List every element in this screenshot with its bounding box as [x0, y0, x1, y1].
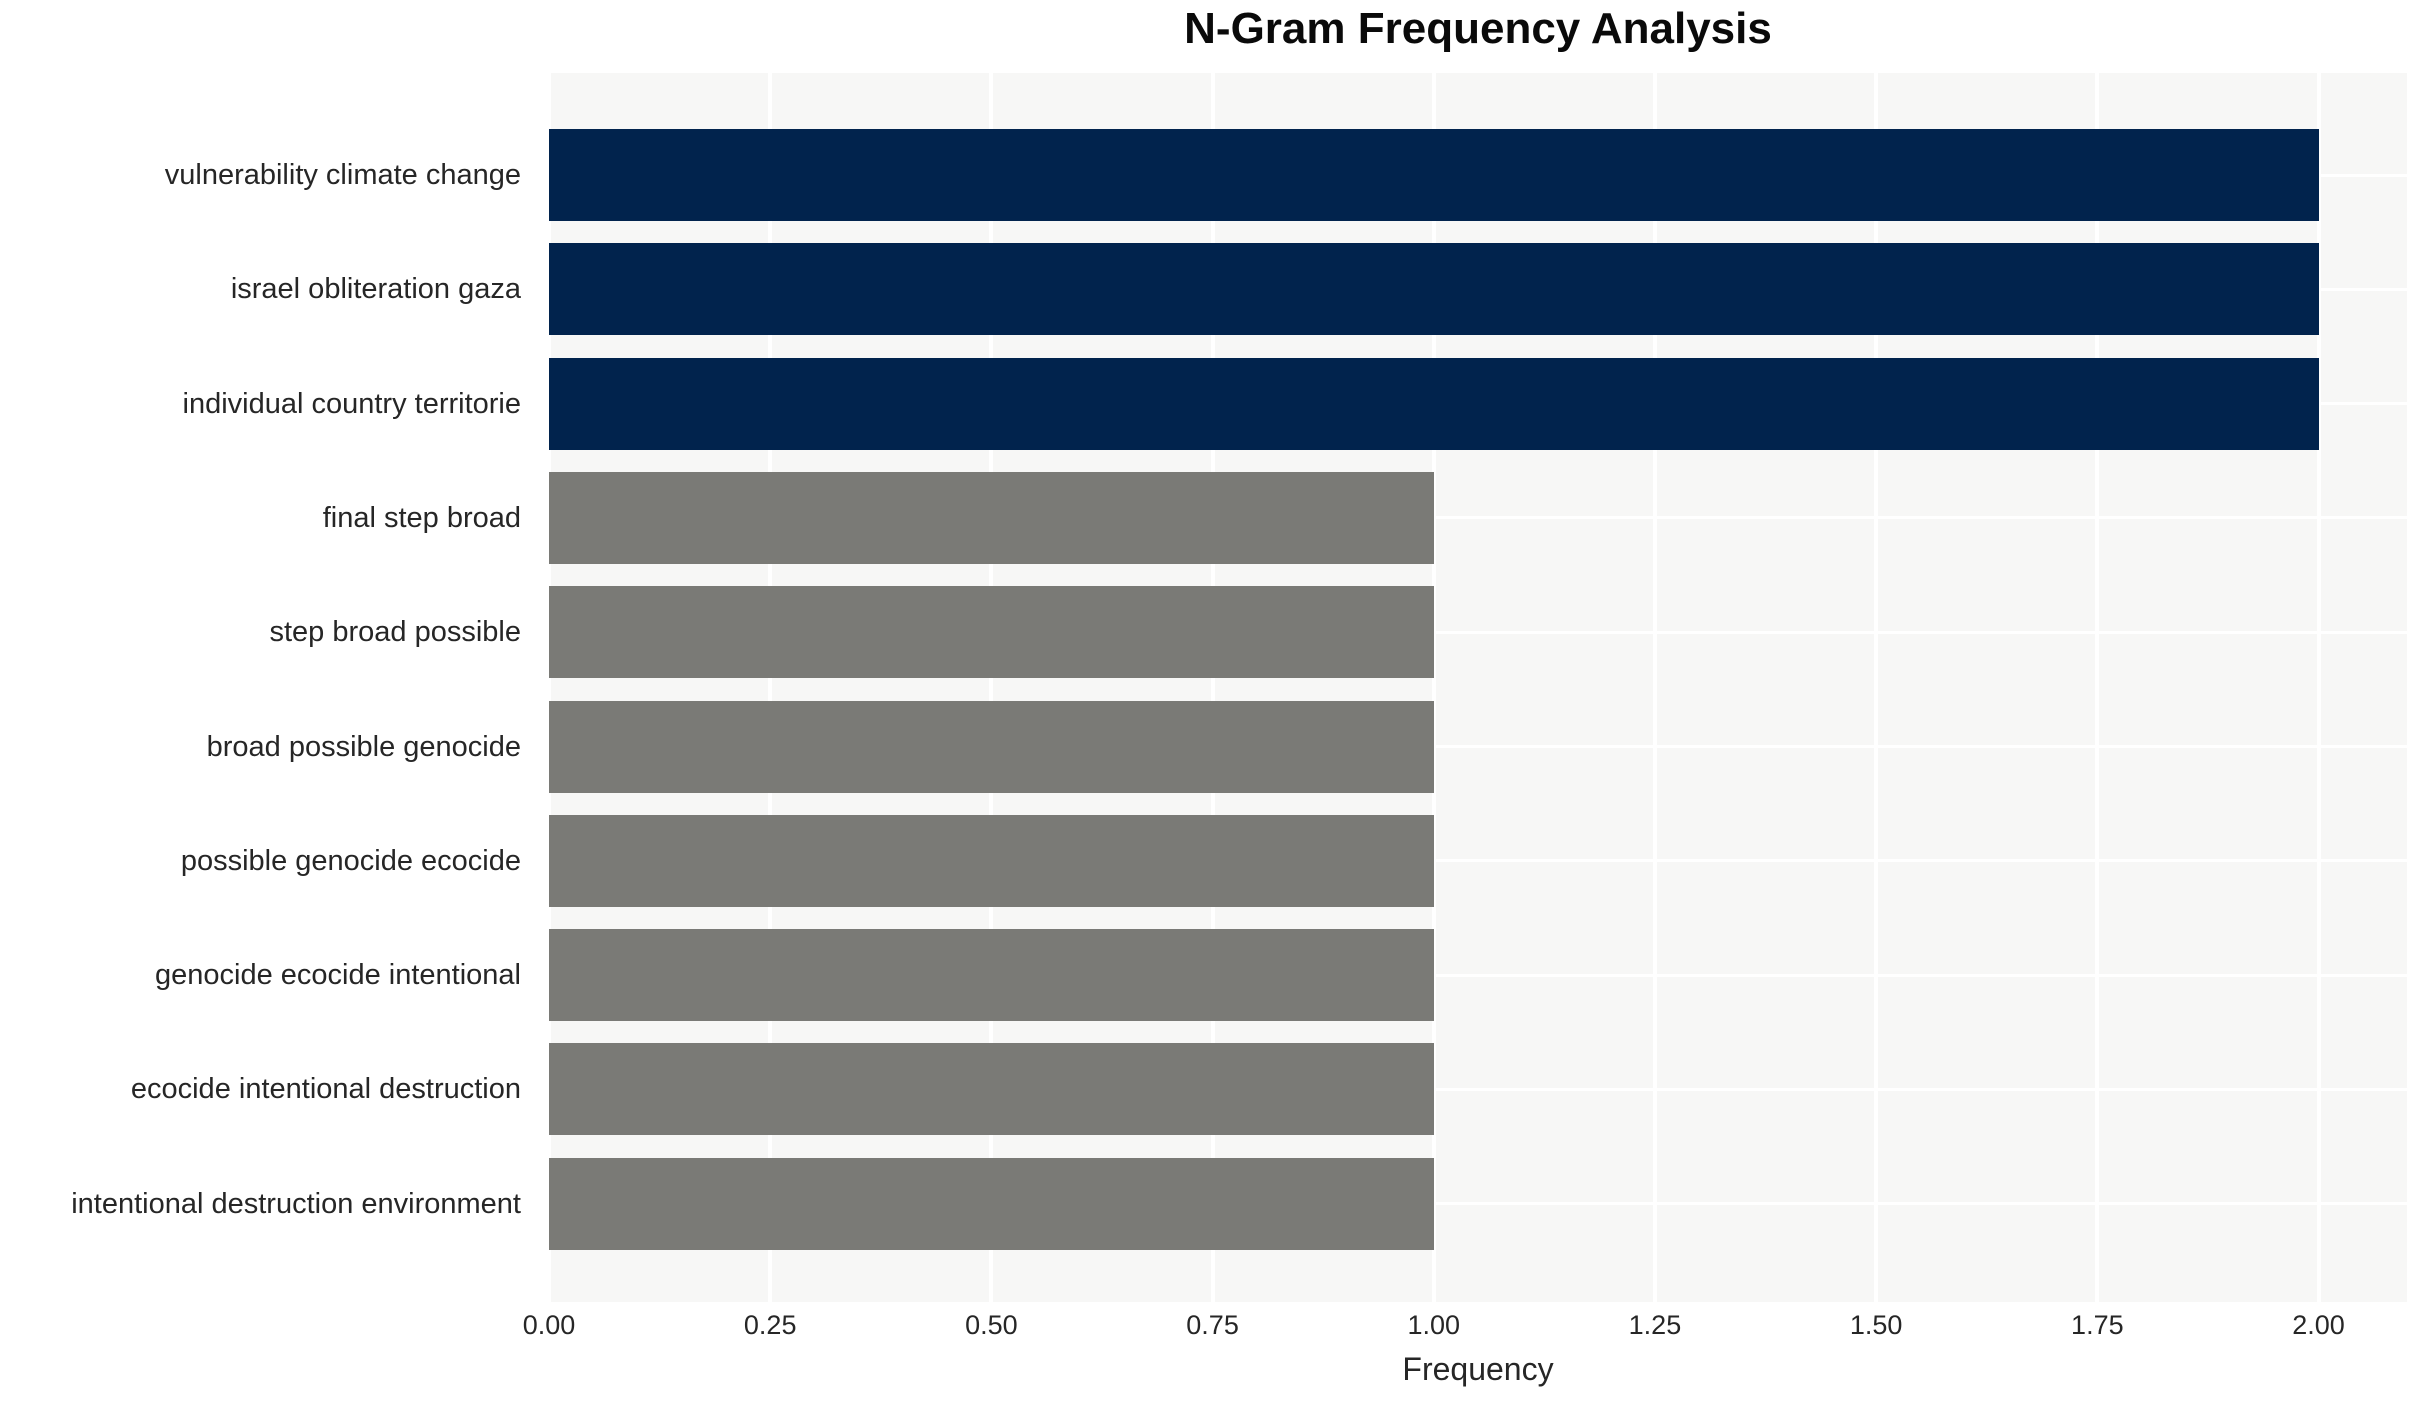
gridline-vertical [547, 73, 551, 1302]
gridline-vertical [989, 73, 994, 1302]
bar-individual-country-territorie [549, 357, 2319, 450]
gridline-vertical [768, 73, 773, 1302]
gridline-horizontal [549, 859, 2407, 863]
gridline-vertical [2316, 73, 2321, 1302]
y-axis-labels: vulnerability climate change israel oblit… [0, 0, 535, 1402]
x-axis-tick-label: 2.00 [2292, 1310, 2345, 1340]
y-axis-label: israel obliteration gaza [230, 273, 521, 306]
x-axis-tick-label: 1.75 [2071, 1310, 2124, 1340]
y-axis-label: genocide ecocide intentional [155, 959, 521, 992]
bar-israel-obliteration-gaza [549, 243, 2319, 336]
gridline-vertical [1652, 73, 1657, 1302]
x-axis-tick-label: 0.50 [965, 1310, 1018, 1340]
bar-final-step-broad [549, 471, 1434, 564]
chart-title: N-Gram Frequency Analysis [1184, 4, 1772, 53]
bar-broad-possible-genocide [549, 700, 1434, 793]
x-axis-title: Frequency [1402, 1351, 1554, 1387]
gridline-horizontal [549, 1087, 2407, 1091]
gridline-vertical [1210, 73, 1215, 1302]
gridline-horizontal [549, 745, 2407, 748]
gridline-horizontal [549, 973, 2407, 977]
x-axis-tick-label: 0.75 [1186, 1310, 1239, 1340]
y-axis-label: ecocide intentional destruction [130, 1073, 521, 1106]
gridline-vertical [2095, 73, 2100, 1302]
gridline-vertical [1431, 73, 1436, 1302]
bar-intentional-destruction-environment [549, 1157, 1434, 1250]
x-axis-tick-label: 0.00 [522, 1310, 576, 1340]
bar-possible-genocide-ecocide [549, 814, 1434, 907]
plot-area [547, 73, 2407, 1302]
bar-step-broad-possible [549, 586, 1434, 679]
bar-ecocide-intentional-destruction [549, 1043, 1434, 1136]
gridline-vertical [1874, 73, 1879, 1302]
x-axis-tick-label: 1.50 [1849, 1310, 1903, 1340]
y-axis-label: individual country territorie [182, 387, 521, 420]
x-axis-tick-label: 1.00 [1407, 1310, 1461, 1340]
y-axis-label: intentional destruction environment [71, 1187, 521, 1220]
gridline-horizontal [549, 1202, 2407, 1206]
x-axis-tick-label: 0.25 [743, 1310, 797, 1340]
y-axis-label: broad possible genocide [206, 730, 521, 763]
y-axis-label: step broad possible [269, 616, 522, 649]
bar-genocide-ecocide-intentional [549, 929, 1434, 1022]
y-axis-label: final step broad [322, 501, 521, 534]
y-axis-label: vulnerability climate change [164, 159, 521, 191]
gridline-horizontal [549, 516, 2407, 520]
y-axis-label: possible genocide ecocide [180, 844, 521, 877]
gridline-horizontal [549, 630, 2407, 634]
bar-vulnerability-climate-change [549, 129, 2319, 221]
x-axis-tick-label: 1.25 [1628, 1310, 1682, 1340]
